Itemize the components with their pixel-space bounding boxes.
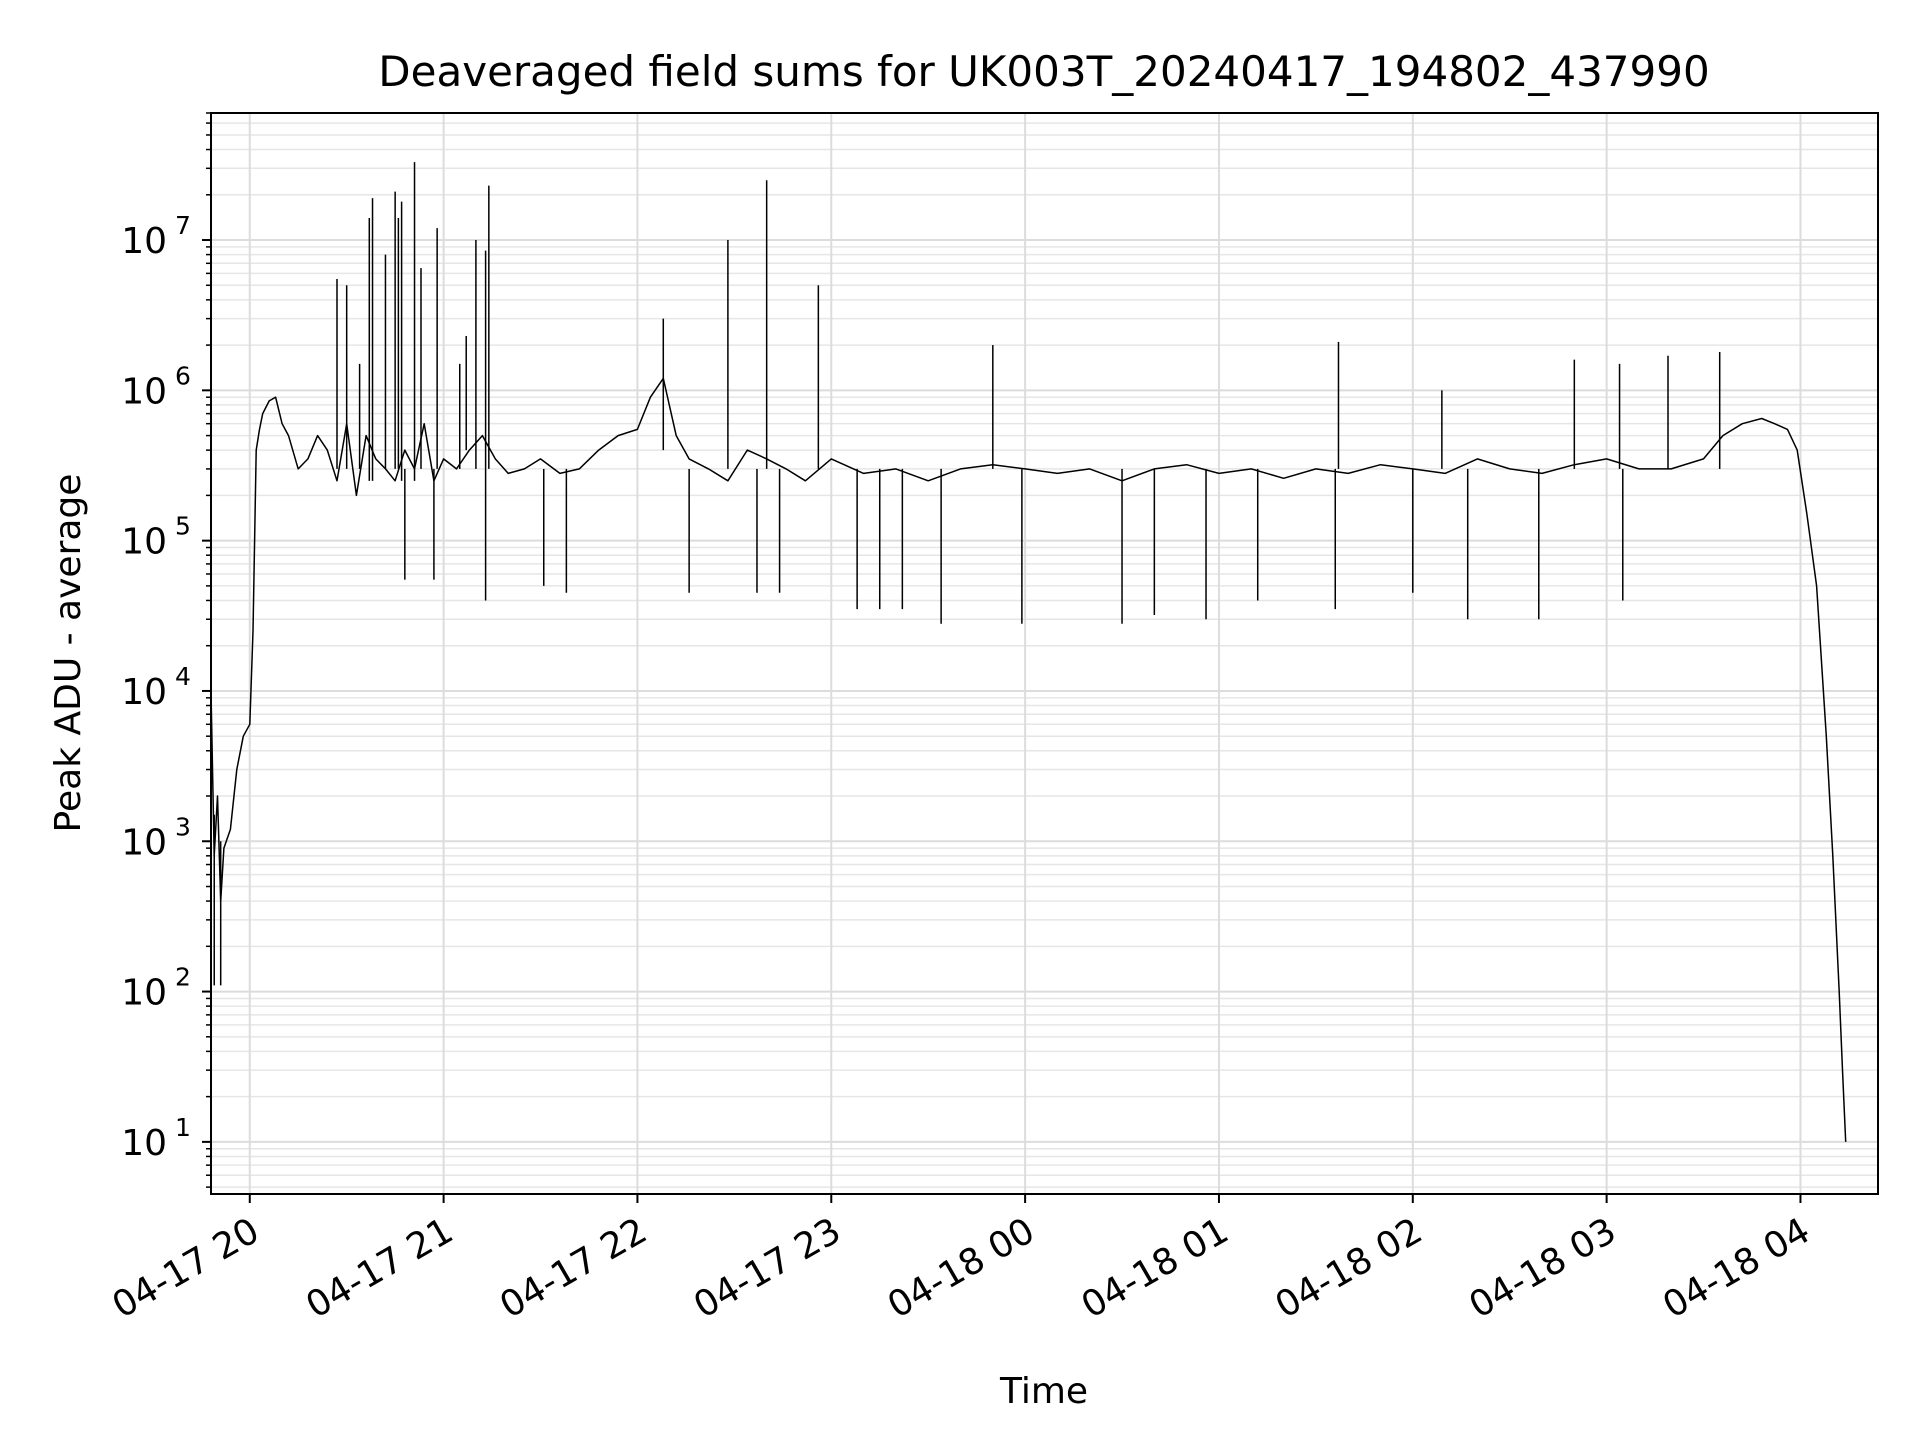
- x-axis-label: Time: [999, 1371, 1088, 1412]
- y-axis-label: Peak ADU - average: [48, 474, 89, 833]
- y-tick-exponent: 3: [175, 812, 191, 841]
- y-tick-exponent: 4: [175, 662, 191, 691]
- y-tick-label: 10: [121, 973, 167, 1014]
- y-tick-label: 10: [121, 371, 167, 412]
- y-axis: 10 1 10 2 10 3 10 4 10 5 10 6 10 7: [121, 112, 211, 1188]
- plot-frame: [210, 112, 1879, 1195]
- y-tick-label: 10: [121, 822, 167, 863]
- y-tick-label: 10: [121, 1123, 167, 1164]
- y-tick-label: 10: [121, 522, 167, 563]
- y-tick-label: 10: [121, 672, 167, 713]
- y-tick-exponent: 6: [175, 361, 191, 390]
- y-tick-exponent: 1: [175, 1113, 191, 1142]
- series-trace: [210, 377, 1847, 1142]
- grid: [211, 112, 1878, 1194]
- chart-title: Deaveraged field sums for UK003T_2024041…: [378, 47, 1709, 96]
- y-tick-exponent: 5: [175, 512, 191, 541]
- y-tick-label: 10: [121, 221, 167, 262]
- y-tick-exponent: 7: [175, 211, 191, 240]
- series-line: [210, 162, 1847, 1142]
- y-tick-exponent: 2: [175, 963, 191, 992]
